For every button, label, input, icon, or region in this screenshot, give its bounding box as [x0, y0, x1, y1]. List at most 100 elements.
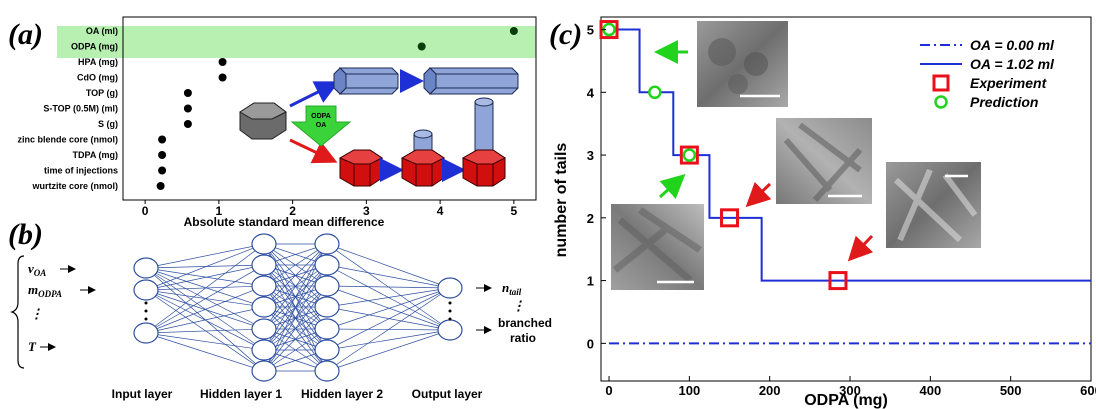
network-node — [251, 339, 277, 361]
y-tick-label: 2 — [587, 211, 594, 226]
network-edge — [263, 285, 328, 372]
red-pointer-arrow — [745, 181, 772, 208]
network-edge — [145, 328, 265, 334]
panel-c-chart: 0100200300400500600012345 OA = 0.00 mlOA… — [553, 16, 1096, 409]
network-node — [314, 296, 340, 318]
x-tick-label: 0 — [142, 204, 149, 218]
network-edge — [263, 243, 328, 287]
network-edge — [326, 264, 451, 289]
red-pointer-arrow — [847, 234, 874, 262]
experiment-marker — [679, 145, 699, 165]
network-edge — [326, 243, 451, 289]
red-core — [338, 149, 383, 187]
category-label: S (g) — [98, 119, 118, 129]
network-edge — [326, 285, 451, 289]
network-connections — [145, 243, 451, 372]
network-edge — [263, 328, 328, 372]
legend: OA = 0.00 ml OA = 1.02 ml Experiment Predic… — [920, 37, 1055, 110]
category-label: wurtzite core (nmol) — [31, 181, 118, 191]
network-edge — [145, 264, 265, 269]
data-point — [183, 104, 192, 113]
data-point — [509, 27, 518, 35]
legend-swatch — [932, 74, 950, 92]
network-node — [251, 254, 277, 276]
x-tick-label: 300 — [839, 383, 861, 398]
green-pointer-arrow — [658, 173, 686, 199]
network-node — [133, 257, 159, 279]
y-tick-label: 5 — [587, 23, 594, 38]
network-edge — [145, 243, 265, 269]
x-tick-label: 400 — [919, 383, 941, 398]
plot-frame — [122, 16, 537, 201]
network-node — [314, 339, 340, 361]
data-point — [158, 166, 167, 175]
network-edge — [145, 243, 265, 334]
network-edge — [145, 285, 265, 334]
network-node — [251, 360, 277, 382]
layer-label-hidden-2: Hidden layer 2 — [301, 387, 383, 401]
network-edge — [145, 289, 265, 372]
network-nodes — [133, 233, 463, 382]
network-edge — [145, 267, 265, 351]
network-node — [251, 296, 277, 318]
x-tick-label: 0 — [605, 383, 612, 398]
network-edge — [145, 267, 265, 308]
input-t: T — [28, 339, 37, 354]
experiment-marker — [828, 271, 848, 291]
short-rod — [333, 67, 399, 95]
input-ellipsis: ⋮ — [30, 306, 43, 321]
core-short-tail — [400, 129, 445, 187]
network-edge — [145, 267, 265, 372]
y-tick-label: 3 — [587, 148, 594, 163]
output-ellipsis: ⋮ — [512, 298, 525, 313]
network-edge — [145, 289, 265, 308]
network-edge — [263, 243, 328, 308]
x-tick-label: 2 — [289, 204, 296, 218]
network-edge — [145, 267, 265, 287]
ellipsis-dot — [448, 301, 452, 305]
data-point — [183, 89, 192, 97]
tem-image-2 — [776, 118, 872, 204]
y-tick-label: 0 — [587, 336, 594, 351]
x-tick-label: 5 — [511, 204, 518, 218]
x-tick-label: 200 — [759, 383, 781, 398]
x-tick-label: 100 — [679, 383, 701, 398]
legend-label: Prediction — [970, 94, 1038, 110]
network-node — [251, 275, 277, 297]
category-label: TDPA (mg) — [73, 150, 119, 160]
network-edge — [145, 306, 265, 334]
layer-label-input: Input layer — [112, 387, 173, 401]
network-node — [133, 322, 159, 344]
prediction-marker — [682, 148, 697, 162]
panel-c-y-label: number of tails — [553, 143, 570, 258]
network-edge — [263, 243, 328, 330]
input-m-odpa: mODPA — [28, 282, 62, 299]
network-node — [251, 318, 277, 340]
layer-label-hidden-1: Hidden layer 1 — [200, 387, 282, 401]
blue-path-arrow — [289, 81, 340, 108]
panel-a-letter: (a) — [8, 18, 43, 51]
network-edge — [145, 332, 265, 372]
network-node — [314, 275, 340, 297]
network-edge — [263, 306, 328, 372]
category-label: HPA (mg) — [78, 57, 118, 67]
network-edge — [145, 285, 265, 291]
network-node — [314, 360, 340, 382]
green-down-arrow: ODPA OA — [290, 105, 352, 147]
data-point — [158, 151, 167, 159]
legend-label: OA = 1.02 ml — [970, 56, 1055, 72]
category-label: CdO (mg) — [77, 73, 118, 83]
network-edge — [326, 306, 451, 331]
arrow-label-oa: OA — [316, 122, 327, 129]
category-label: time of injections — [44, 166, 118, 176]
panel-a-chart: OA (ml) ODPA (mg) HPA (mg) CdO (mg) TOP (g) S… — [17, 16, 537, 229]
network-edge — [145, 264, 265, 291]
nanocrystal-schematic: ODPA OA — [239, 67, 519, 187]
category-label: zinc blende core (nmol) — [17, 135, 118, 145]
prediction-marker — [648, 85, 662, 100]
legend-swatch — [934, 95, 948, 109]
x-tick-label: 500 — [1000, 383, 1022, 398]
y-tick-label: 4 — [587, 85, 595, 100]
tem-image-3 — [611, 204, 704, 290]
